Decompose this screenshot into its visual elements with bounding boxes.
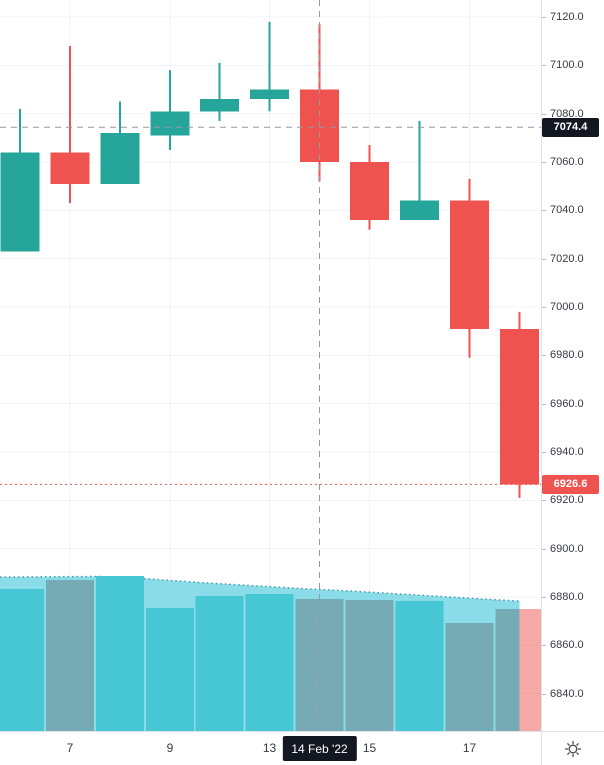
price-tick-mark: [542, 162, 546, 163]
volume-bar-pink: [519, 609, 541, 731]
plot-area: [0, 0, 541, 731]
candle-body: [100, 133, 140, 184]
time-axis-label: 9: [166, 741, 174, 755]
volume-bar: [195, 596, 244, 731]
chart-settings-button[interactable]: [562, 738, 584, 760]
price-tick-mark: [542, 452, 546, 453]
time-axis-label: 15: [362, 741, 377, 755]
price-axis-label: 6940.0: [550, 446, 584, 458]
volume-bar: [96, 576, 144, 731]
price-tick-mark: [542, 355, 546, 357]
volume-bar-gray-overlay: [345, 600, 394, 731]
price-axis-label: 6960.0: [550, 397, 584, 410]
price-tick-mark: [542, 17, 546, 18]
time-axis-label: 17: [462, 741, 477, 755]
crosshair-price-badge: 7074.4: [542, 117, 599, 137]
candle-body: [50, 152, 90, 184]
price-axis-label: 7080.0: [550, 107, 584, 120]
last-price-badge: 6926.6: [542, 474, 599, 494]
volume-bar: [395, 601, 444, 731]
price-axis-label: 6900.0: [550, 542, 584, 555]
price-tick-mark: [542, 307, 546, 308]
price-axis-label: 7120.0: [550, 11, 584, 23]
price-axis-label: 6860.0: [550, 639, 584, 652]
price-tick-mark: [542, 500, 546, 502]
price-axis[interactable]: 7074.4 6926.6 7120.0 7100.0 7080.0 7060.0 70…: [541, 0, 604, 731]
candle-body: [200, 99, 239, 112]
volume-bar: [0, 589, 44, 731]
crosshair-time-badge: 14 Feb '22: [282, 736, 357, 761]
price-axis-label: 7000.0: [550, 301, 584, 313]
price-axis-label: 6840.0: [550, 687, 584, 700]
price-axis-label: 6880.0: [550, 591, 584, 603]
volume-bar-gray-overlay: [495, 609, 520, 731]
price-tick-mark: [542, 65, 546, 67]
price-axis-label: 6980.0: [550, 349, 584, 362]
price-tick-mark: [542, 645, 546, 647]
price-axis-label: 7060.0: [550, 156, 584, 168]
price-tick-mark: [542, 113, 546, 115]
price-tick-mark: [542, 403, 546, 405]
time-axis[interactable]: 14 Feb '22 7 9 13 15 17: [0, 731, 541, 765]
price-tick-mark: [542, 693, 546, 695]
candle-body: [0, 152, 40, 252]
candle-body: [450, 200, 489, 329]
price-tick-mark: [542, 210, 546, 212]
price-axis-label: 7020.0: [550, 252, 584, 265]
candle-body: [350, 162, 389, 221]
price-tick-mark: [542, 597, 546, 598]
price-tick-mark: [542, 258, 546, 260]
axis-corner: [541, 731, 604, 765]
candle-body: [400, 200, 439, 221]
candle-body: [250, 89, 289, 100]
volume-bar-gray-overlay: [445, 623, 494, 731]
candle-body: [150, 111, 190, 136]
price-axis-label: 7040.0: [550, 204, 584, 217]
price-axis-label: 7100.0: [550, 59, 584, 72]
price-tick-mark: [542, 548, 546, 550]
price-axis-label: 6920.0: [550, 494, 584, 507]
volume-bar-gray-overlay: [46, 580, 94, 731]
time-axis-label: 7: [66, 741, 74, 755]
gear-icon: [564, 740, 582, 758]
volume-bar: [245, 594, 294, 731]
chart-canvas[interactable]: [0, 0, 541, 731]
candle-body: [500, 328, 539, 485]
volume-bar: [146, 608, 194, 731]
time-axis-label: 13: [262, 741, 277, 755]
